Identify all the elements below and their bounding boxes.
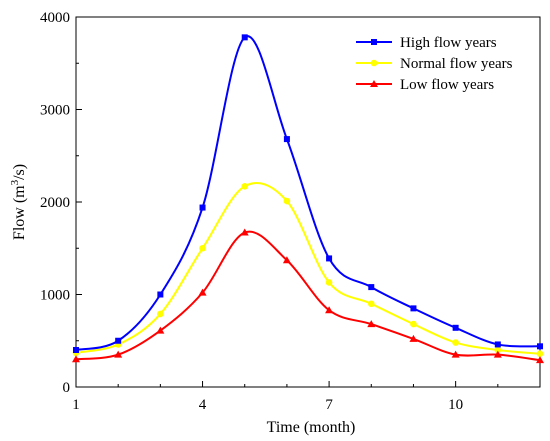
data-point xyxy=(537,343,543,350)
legend-label: Normal flow years xyxy=(400,56,513,72)
data-point xyxy=(156,326,165,334)
series-low-flow-years xyxy=(72,228,544,364)
data-point xyxy=(325,279,333,286)
data-point xyxy=(410,305,417,312)
x-tick-label: 10 xyxy=(448,397,463,413)
series-high-flow-years xyxy=(73,34,543,353)
data-point xyxy=(536,350,544,358)
data-point xyxy=(115,337,122,344)
data-point xyxy=(282,256,291,264)
data-point xyxy=(367,320,376,328)
data-point xyxy=(240,228,249,236)
data-point xyxy=(493,350,502,358)
data-point xyxy=(114,350,123,358)
data-point xyxy=(367,300,375,308)
y-axis-title-tail: /s) xyxy=(11,164,28,180)
data-point xyxy=(199,244,206,252)
data-point xyxy=(199,204,206,211)
legend-item: Low flow years xyxy=(356,77,494,93)
data-point xyxy=(326,255,333,262)
data-point xyxy=(72,355,80,363)
x-tick-label: 7 xyxy=(325,397,333,413)
x-tick-label: 1 xyxy=(72,397,80,413)
x-tick-label: 4 xyxy=(199,397,207,413)
legend-label: High flow years xyxy=(400,35,497,51)
legend-item: High flow years xyxy=(356,35,497,51)
data-point xyxy=(410,320,417,328)
y-axis: 0 1000 2000 3000 4000 xyxy=(40,10,82,396)
y-tick-label: 0 xyxy=(63,380,71,396)
y-axis-title-sup: 3 xyxy=(9,179,21,185)
data-point xyxy=(241,34,248,41)
data-point xyxy=(241,182,249,190)
x-axis-title: Time (month) xyxy=(267,419,356,436)
legend-marker xyxy=(370,59,378,67)
data-point xyxy=(536,356,544,364)
legend-marker xyxy=(370,80,378,87)
y-tick-label: 3000 xyxy=(40,103,70,119)
data-point xyxy=(451,350,460,358)
y-tick-label: 2000 xyxy=(40,195,70,211)
data-point xyxy=(283,197,291,205)
x-axis: 1 4 7 10 xyxy=(72,381,541,413)
series-normal-flow-years xyxy=(72,182,544,358)
data-point xyxy=(368,284,375,291)
data-point xyxy=(494,341,501,348)
series-line xyxy=(75,230,541,362)
series-line xyxy=(75,182,541,355)
y-axis-title-base: Flow (m xyxy=(11,185,28,240)
y-tick-label: 4000 xyxy=(40,10,70,26)
data-point xyxy=(494,346,502,354)
plot-area xyxy=(72,16,544,388)
legend-marker xyxy=(371,39,377,45)
data-point xyxy=(409,334,418,342)
legend-label: Low flow years xyxy=(400,77,494,93)
data-point xyxy=(157,291,164,298)
y-axis-title: Flow (m3/s) xyxy=(9,164,28,240)
data-point xyxy=(325,306,334,314)
data-point xyxy=(157,310,164,318)
data-point xyxy=(73,347,79,353)
data-point xyxy=(198,288,207,296)
data-point xyxy=(452,324,459,331)
y-tick-label: 1000 xyxy=(40,288,70,304)
legend: High flow years Normal flow years Low flow… xyxy=(356,35,513,93)
data-point xyxy=(283,136,290,143)
legend-item: Normal flow years xyxy=(356,56,513,72)
data-point xyxy=(452,339,459,346)
